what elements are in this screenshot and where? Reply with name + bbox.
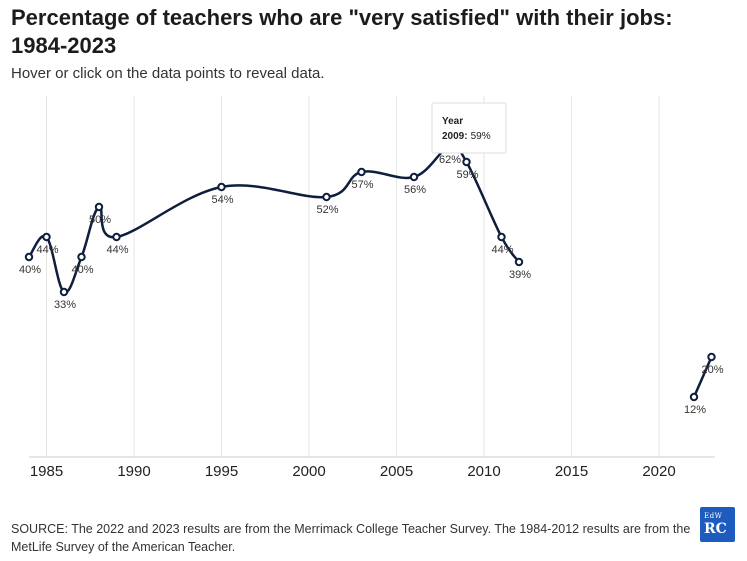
data-point-2023[interactable] [707,352,716,362]
tooltip-title: Year [442,116,463,127]
chart-title: Percentage of teachers who are "very sat… [11,5,673,58]
series-line-segment-2 [692,355,713,399]
tooltip-year: 2009 [442,131,465,142]
data-point-2003[interactable] [357,167,366,177]
data-label-1995: 54% [211,194,233,206]
x-axis: 1985 1990 1995 2000 2005 2010 2015 2020 [29,456,715,480]
data-label-2008: 62% [439,154,461,166]
data-point-1987[interactable] [77,252,86,262]
data-point-2012[interactable] [514,257,524,267]
x-tick-label-2020: 2020 [642,463,675,480]
x-tick-label-2015: 2015 [555,463,588,480]
data-point-2011[interactable] [497,232,506,242]
data-point-2006[interactable] [409,172,419,182]
x-tick-label-1985: 1985 [30,463,63,480]
chart-subtitle: Hover or click on the data points to rev… [11,65,325,82]
data-point-1986[interactable] [59,287,69,297]
data-label-2011: 44% [491,244,513,256]
data-label-2023: 20% [701,364,723,376]
logo-line1: EdW [704,512,723,520]
logo-line2: RC [704,521,727,537]
tooltip: Year 2009: 59% [431,102,507,154]
edweek-rc-logo[interactable]: EdW RC [700,507,735,542]
x-tick-label-2000: 2000 [292,463,325,480]
data-label-1985: 44% [36,244,58,256]
data-label-2006: 56% [404,184,426,196]
data-label-2012: 39% [509,269,531,281]
tooltip-percent: 59% [471,131,491,142]
data-label-1988: 50% [89,214,111,226]
x-tick-label-2010: 2010 [467,463,500,480]
data-point-1989[interactable] [112,232,121,242]
data-point-1995[interactable] [217,182,226,192]
x-tick-label-1995: 1995 [205,463,238,480]
data-label-1986: 33% [54,299,76,311]
data-point-2001[interactable] [322,192,331,202]
data-label-1984: 40% [19,264,41,276]
x-tick-label-2005: 2005 [380,463,413,480]
x-tick-label-1990: 1990 [117,463,150,480]
grid-lines [46,96,660,457]
data-label-2009: 59% [456,169,478,181]
data-point-1985[interactable] [42,232,51,242]
source-note: SOURCE: The 2022 and 2023 results are fr… [11,522,691,554]
data-label-2001: 52% [316,204,338,216]
data-label-2022: 12% [684,404,706,416]
data-labels: 40% 44% 33% 40% 50% 44% 54% 52% 57% 56% 62% 59% 44% 3… [19,154,724,416]
tooltip-box [431,102,507,154]
line-chart: 1985 1990 1995 2000 2005 2010 2015 2020 40% 44% 3… [19,96,724,480]
data-label-1989: 44% [106,244,128,256]
data-point-2022[interactable] [689,392,699,402]
data-point-2009[interactable] [462,157,471,167]
data-point-1984[interactable] [24,252,34,262]
data-point-1988[interactable] [94,202,104,212]
tooltip-value: 2009: 59% [442,131,491,142]
data-label-2003: 57% [351,179,373,191]
data-label-1987: 40% [71,264,93,276]
